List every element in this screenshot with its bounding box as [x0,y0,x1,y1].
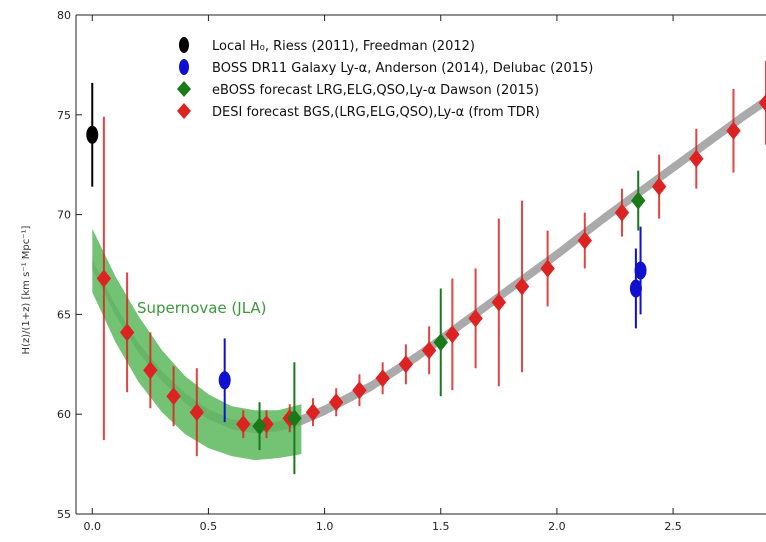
marker-3-2 [143,361,158,380]
marker-3-8 [305,403,321,422]
annotation-supernovae: Supernovae (JLA) [137,299,267,317]
x-tick-label-4: 2.0 [548,520,566,533]
marker-3-11 [375,369,390,388]
legend-label-3: DESI forecast BGS,(LRG,ELG,QSO),Ly-α (fr… [212,105,540,120]
marker-2-3 [631,191,646,210]
legend-marker-1 [179,59,189,75]
x-tick-label-1: 0.5 [200,520,218,533]
marker-3-9 [329,393,344,412]
marker-1-1 [629,279,642,298]
legend-label-1: BOSS DR11 Galaxy Ly-α, Anderson (2014), … [212,61,593,76]
marker-3-18 [540,259,555,278]
y-axis-label: H(z)/(1+z) [km s⁻¹ Mpc⁻¹] [21,225,32,354]
x-tick-label-2: 1.0 [316,520,334,533]
marker-3-23 [726,121,741,140]
marker-3-15 [468,309,483,328]
marker-3-20 [614,203,630,222]
y-tick-label-3: 70 [57,209,71,222]
marker-3-5 [236,415,251,434]
marker-3-14 [445,325,460,344]
marker-3-10 [352,381,367,400]
y-tick-label-2: 65 [57,308,71,321]
legend-marker-3 [177,103,191,119]
marker-3-17 [514,277,530,296]
marker-3-3 [166,387,181,406]
axes-layer: 0.0 0.5 1.0 1.5 2.0 2.5 55 60 65 70 75 80 [57,9,766,533]
legend-label-0: Local H₀, Riess (2011), Freedman (2012) [212,39,475,54]
legend-marker-2 [177,81,191,97]
x-tick-label-3: 1.5 [432,520,450,533]
marker-2-2 [433,333,448,352]
y-tick-label-5: 80 [57,9,71,22]
marker-1-0 [218,371,231,390]
legend-label-2: eBOSS forecast LRG,ELG,QSO,Ly-α Dawson (… [212,83,539,98]
y-tick-label-0: 55 [57,508,71,521]
marker-2-0 [252,417,267,436]
marker-3-24 [758,93,766,112]
marker-3-4 [189,403,205,422]
y-tick-label-4: 75 [57,109,71,122]
legend-marker-0 [179,37,189,53]
marker-1-2 [634,261,647,280]
x-tick-label-5: 2.5 [664,520,682,533]
marker-3-12 [398,355,414,374]
marker-3-0 [96,269,112,288]
marker-0-0 [86,125,99,144]
marker-3-22 [689,149,704,168]
x-tick-label-0: 0.0 [84,520,102,533]
markers-layer [86,93,766,436]
marker-3-16 [491,293,507,312]
marker-3-19 [577,231,592,250]
y-tick-label-1: 60 [57,408,71,421]
marker-3-1 [119,323,135,342]
marker-2-1 [287,409,302,428]
legend: Local H₀, Riess (2011), Freedman (2012) B… [177,37,593,120]
marker-3-13 [421,341,437,360]
marker-3-21 [651,177,667,196]
